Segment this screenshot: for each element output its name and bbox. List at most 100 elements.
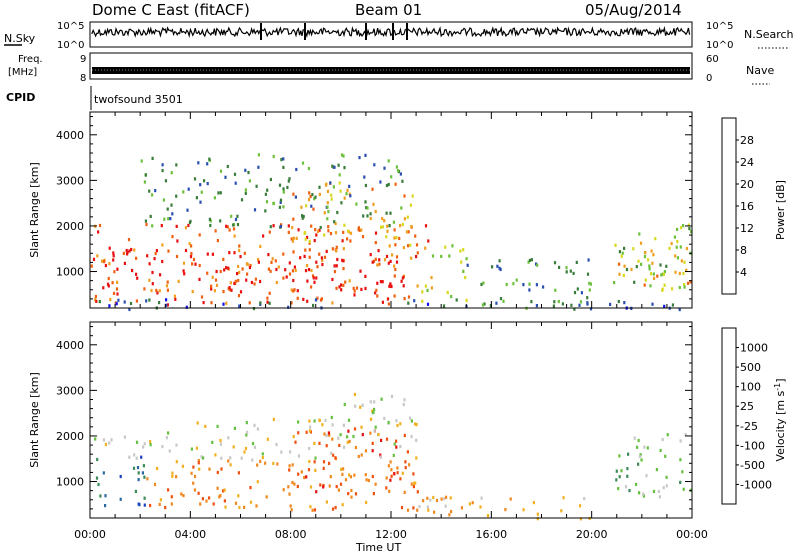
heatmap-cell [402, 246, 405, 250]
heatmap-cell [322, 466, 325, 470]
heatmap-cell [409, 203, 412, 207]
x-tick-label: 00:00 [676, 528, 708, 541]
heatmap-cell [589, 282, 592, 286]
heatmap-cell [308, 248, 311, 252]
heatmap-cell [640, 262, 643, 266]
heatmap-cell [360, 228, 363, 232]
heatmap-cell [580, 291, 583, 295]
heatmap-cell [211, 252, 214, 256]
heatmap-cell [106, 282, 110, 286]
heatmap-cell [330, 451, 333, 455]
heatmap-cell [95, 476, 99, 480]
heatmap-cell [388, 284, 391, 288]
heatmap-cell [361, 235, 365, 239]
heatmap-cell [313, 460, 316, 464]
heatmap-cell [230, 288, 233, 292]
heatmap-cell [107, 284, 110, 288]
heatmap-cell [240, 456, 243, 460]
heatmap-cell [137, 471, 140, 475]
heatmap-cell [471, 501, 474, 505]
heatmap-cell [313, 441, 316, 445]
heatmap-cell [647, 258, 650, 262]
heatmap-cell [377, 249, 380, 253]
heatmap-cell [354, 404, 357, 408]
heatmap-cell [313, 508, 317, 512]
freq-trace [92, 67, 690, 74]
heatmap-cell [219, 439, 222, 443]
heatmap-cell [175, 475, 178, 479]
heatmap-cell [412, 506, 415, 510]
heatmap-cell [637, 259, 640, 263]
heatmap-cell [326, 189, 330, 193]
colorbar-tick-label: -500 [740, 459, 765, 472]
heatmap-cell [238, 244, 241, 248]
heatmap-cell [572, 271, 575, 275]
colorbar-tick-label: 20 [740, 178, 754, 191]
heatmap-cell [349, 194, 352, 198]
heatmap-cell [237, 494, 240, 498]
heatmap-cell [313, 239, 316, 243]
heatmap-cell [197, 461, 200, 465]
heatmap-cell [327, 229, 330, 233]
heatmap-cell [318, 185, 321, 189]
velocity-axes: 1000 2000 3000 4000 [56, 322, 693, 518]
heatmap-cell [148, 262, 151, 266]
heatmap-cell [323, 432, 326, 436]
heatmap-cell [104, 504, 107, 508]
heatmap-cell [371, 474, 374, 479]
heatmap-cell [256, 427, 259, 431]
heatmap-cell [656, 274, 659, 278]
heatmap-cell [327, 431, 330, 435]
heatmap-cell [617, 299, 620, 304]
heatmap-cell [175, 224, 178, 228]
heatmap-cell [264, 192, 267, 196]
heatmap-cell [292, 217, 295, 221]
heatmap-cell [214, 453, 217, 457]
heatmap-cell [174, 297, 177, 301]
heatmap-cell [151, 270, 154, 275]
heatmap-cell [335, 286, 338, 290]
heatmap-cell [297, 431, 300, 435]
heatmap-cell [202, 301, 205, 305]
heatmap-cell [333, 270, 337, 274]
heatmap-cell [406, 508, 410, 512]
heatmap-cell [403, 217, 406, 221]
heatmap-cell [328, 484, 331, 488]
heatmap-cell [153, 482, 157, 487]
heatmap-cell [651, 302, 654, 306]
heatmap-cell [404, 466, 407, 470]
heatmap-cell [373, 400, 376, 404]
heatmap-cell [134, 489, 137, 493]
heatmap-cell [310, 204, 313, 208]
heatmap-cell [161, 259, 164, 264]
heatmap-cell [352, 286, 355, 290]
heatmap-cell [327, 225, 330, 229]
heatmap-cell [151, 282, 154, 286]
heatmap-cell [349, 239, 352, 243]
heatmap-cell [282, 157, 285, 161]
heatmap-cell [339, 189, 342, 193]
heatmap-cell [358, 156, 361, 160]
heatmap-cell [644, 278, 647, 282]
y-tick-label: 4000 [56, 339, 84, 352]
nsearch-label: N.Search [744, 28, 794, 41]
heatmap-cell [378, 262, 381, 266]
heatmap-cell [245, 421, 248, 425]
heatmap-cell [676, 240, 679, 244]
heatmap-cell [328, 461, 331, 465]
heatmap-cell [354, 445, 357, 450]
heatmap-cell [102, 471, 105, 475]
heatmap-cell [164, 506, 167, 510]
heatmap-cell [426, 288, 429, 292]
heatmap-cell [196, 421, 199, 425]
heatmap-cell [465, 298, 468, 302]
heatmap-cell [363, 175, 366, 179]
heatmap-cell [479, 505, 482, 509]
heatmap-cell [371, 449, 374, 453]
heatmap-cell [278, 205, 281, 209]
heatmap-cell [269, 269, 272, 273]
heatmap-cell [290, 508, 293, 512]
heatmap-cell [167, 431, 170, 435]
heatmap-cell [222, 489, 225, 493]
heatmap-cell [261, 452, 264, 456]
